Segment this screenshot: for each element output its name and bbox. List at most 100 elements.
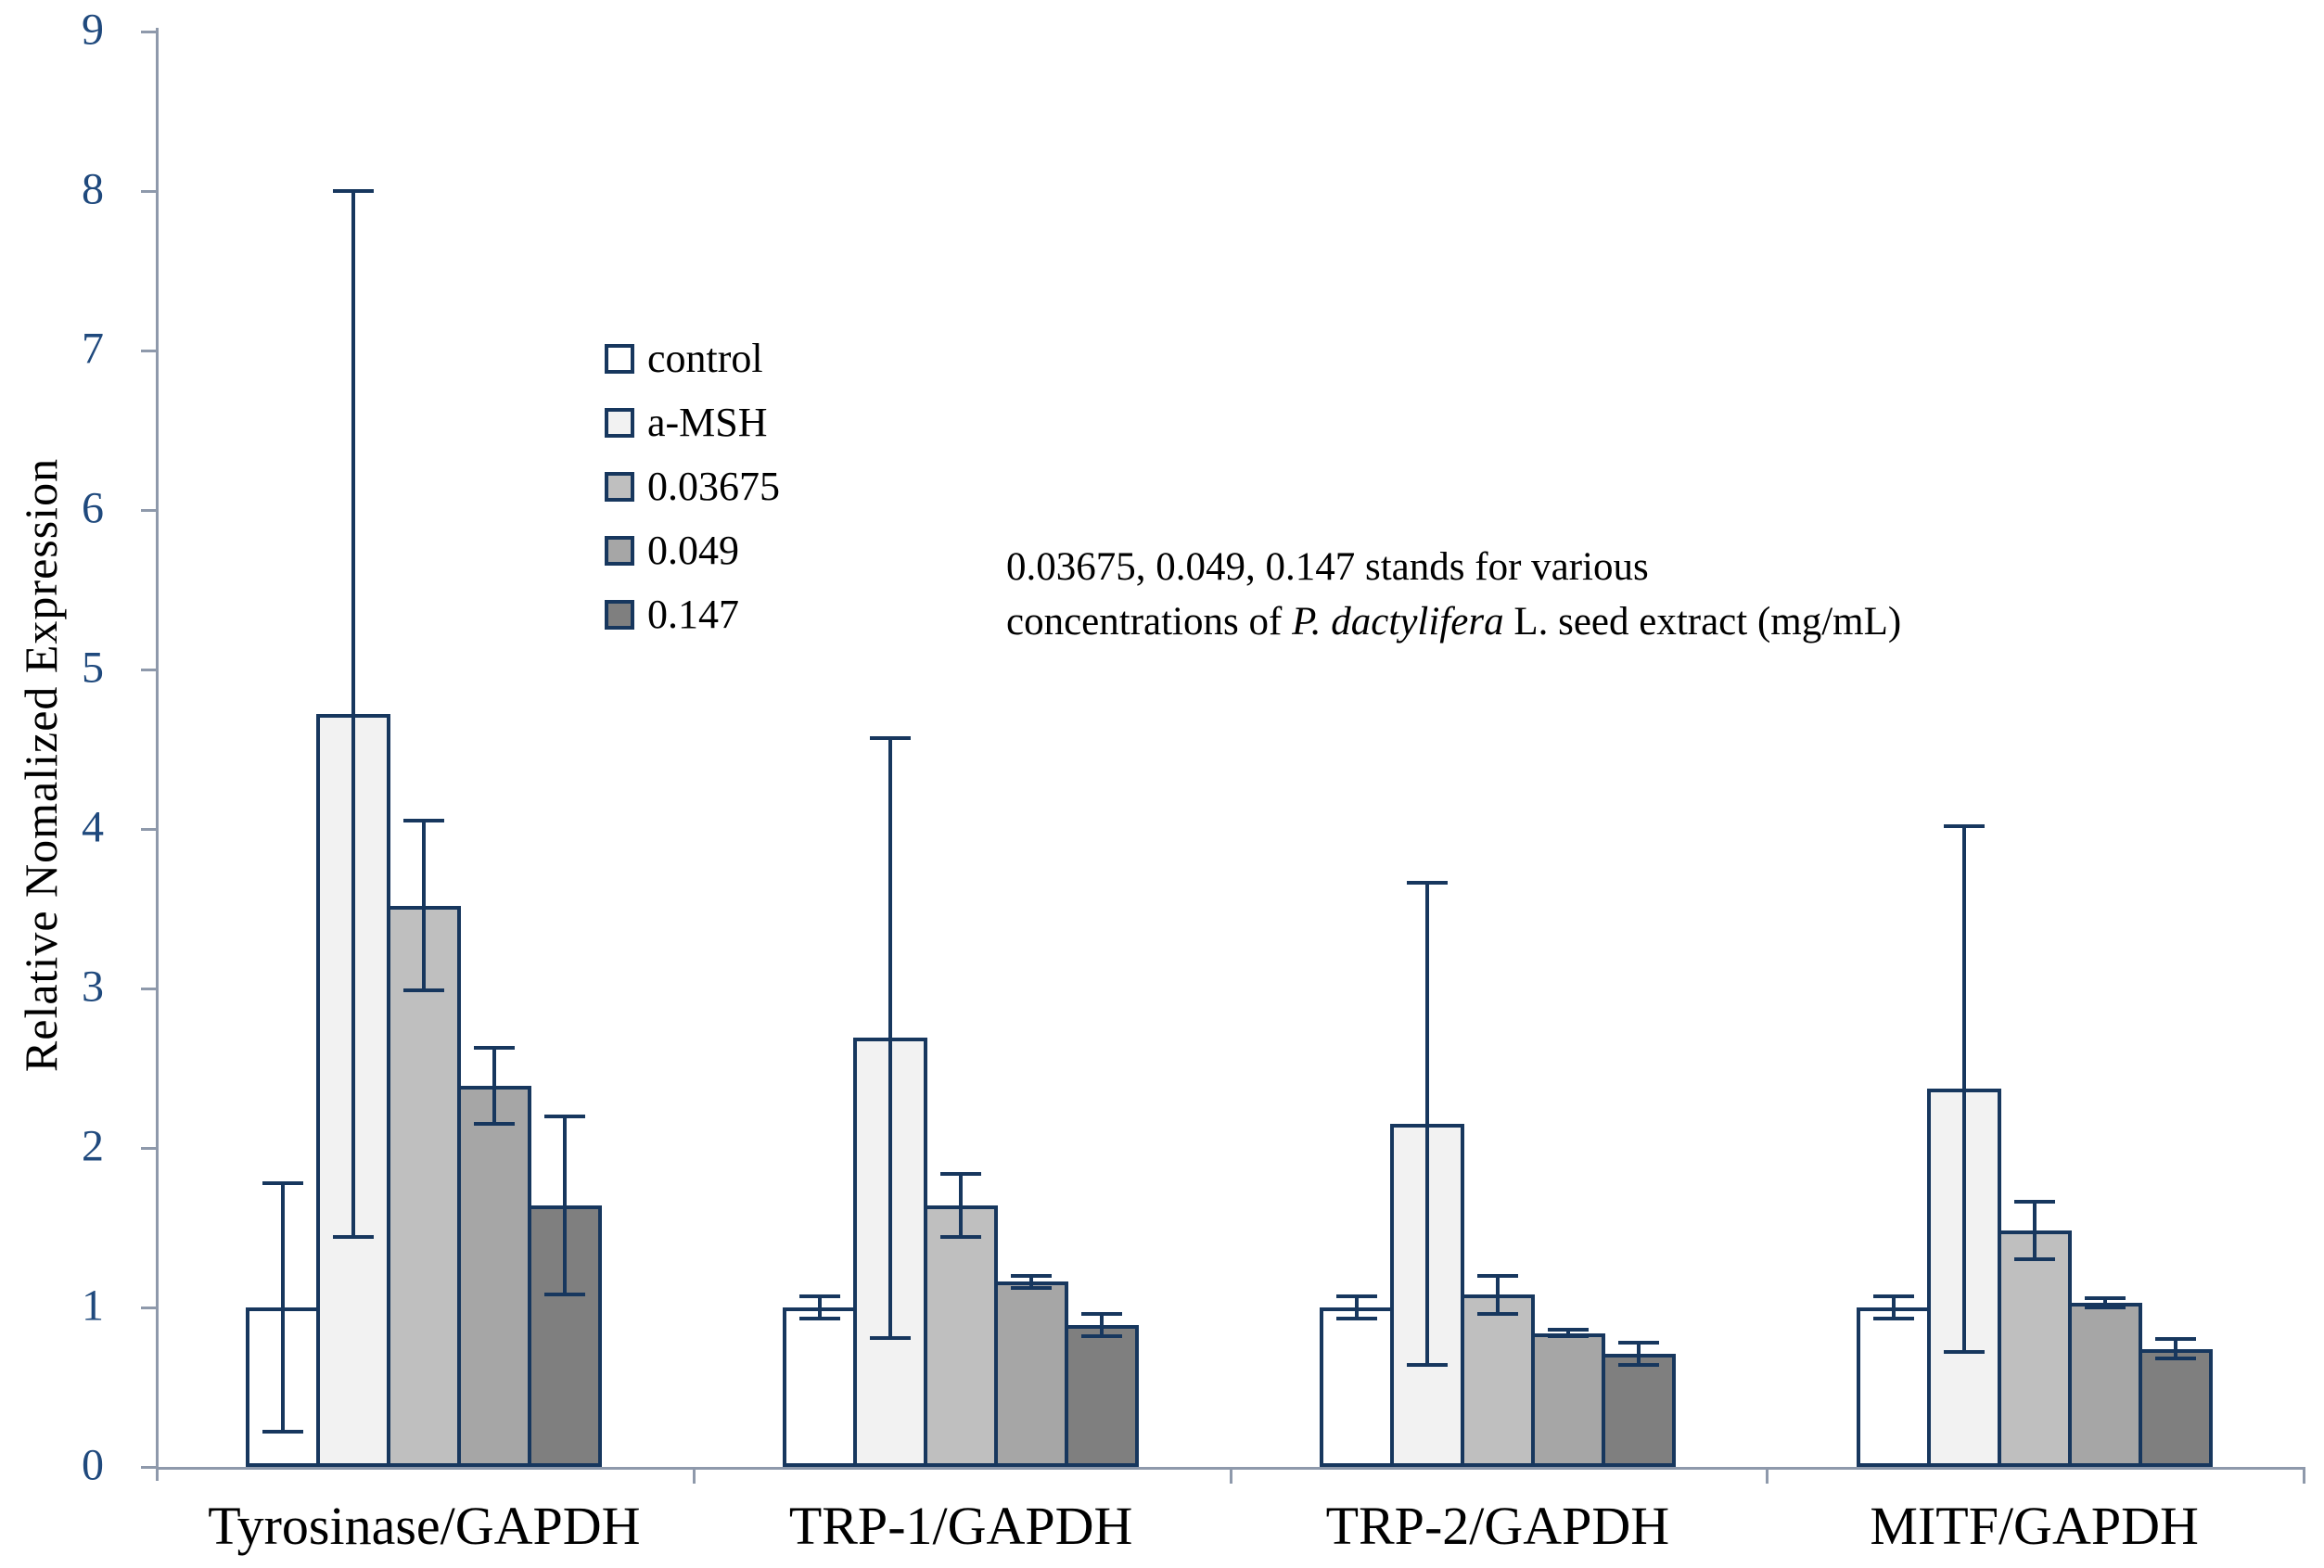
legend-label: a-MSH	[647, 400, 768, 445]
y-tick-label: 6	[82, 483, 104, 533]
y-tick-label: 4	[82, 802, 104, 852]
bar-0.049	[994, 1281, 1069, 1467]
y-axis-line	[156, 28, 159, 1481]
y-tick-label: 7	[82, 324, 104, 374]
error-bar-whisker	[1636, 1342, 1641, 1365]
legend: control a-MSH 0.03675 0.049 0.147	[605, 326, 780, 646]
bar-0.03675	[1997, 1230, 2072, 1467]
x-tick	[2303, 1467, 2305, 1484]
error-bar-cap	[1476, 1273, 1518, 1278]
error-bar-cap	[1406, 881, 1448, 886]
error-bar-whisker	[2032, 1202, 2037, 1260]
error-bar-whisker	[1029, 1275, 1034, 1289]
error-bar-whisker	[492, 1047, 497, 1125]
y-tick-label: 3	[82, 962, 104, 1012]
y-tick	[141, 350, 156, 352]
bar-control	[1319, 1307, 1394, 1467]
error-bar-whisker	[1961, 825, 1966, 1353]
error-bar-whisker	[422, 821, 427, 990]
legend-label: 0.049	[647, 528, 739, 573]
annotation-text: L. seed extract (mg/mL)	[1503, 600, 1902, 644]
error-bar-cap	[333, 189, 375, 193]
error-bar-cap	[799, 1294, 841, 1298]
error-bar-cap	[940, 1235, 982, 1240]
error-bar-cap	[1476, 1311, 1518, 1316]
y-tick	[141, 828, 156, 831]
error-bar-cap	[403, 988, 445, 992]
error-bar-cap	[1547, 1333, 1589, 1338]
error-bar-whisker	[1495, 1275, 1500, 1314]
error-bar-cap	[262, 1430, 304, 1434]
legend-item: 0.147	[605, 582, 780, 646]
bar-0.147	[1065, 1324, 1140, 1467]
error-bar-cap	[940, 1171, 982, 1176]
bar-control	[1856, 1307, 1931, 1467]
error-bar-whisker	[563, 1115, 568, 1295]
y-tick	[141, 31, 156, 33]
error-bar-whisker	[818, 1295, 823, 1319]
error-bar-cap	[1617, 1362, 1659, 1367]
error-bar-cap	[1011, 1286, 1053, 1291]
error-bar-whisker	[1100, 1313, 1105, 1336]
error-bar-cap	[870, 1335, 912, 1340]
y-tick	[141, 1307, 156, 1309]
x-tick	[692, 1467, 696, 1484]
error-bar-cap	[474, 1122, 516, 1127]
error-bar-whisker	[351, 191, 356, 1238]
legend-swatch-icon	[605, 535, 634, 566]
legend-label: control	[647, 336, 763, 381]
annotation-line-2: concentrations of P. dactylifera L. seed…	[1006, 594, 1901, 649]
error-bar-cap	[1406, 1362, 1448, 1367]
error-bar-cap	[1872, 1294, 1914, 1298]
y-tick-label: 2	[82, 1121, 104, 1171]
legend-item: 0.03675	[605, 454, 780, 518]
error-bar-whisker	[888, 737, 893, 1338]
error-bar-whisker	[2173, 1339, 2177, 1359]
legend-label: 0.147	[647, 592, 739, 637]
error-bar-cap	[1081, 1333, 1123, 1338]
error-bar-cap	[1081, 1311, 1123, 1316]
error-bar-cap	[544, 1114, 586, 1118]
y-tick	[141, 669, 156, 671]
error-bar-cap	[333, 1235, 375, 1240]
error-bar-whisker	[1891, 1295, 1896, 1319]
annotation: 0.03675, 0.049, 0.147 stands for various…	[1006, 540, 1901, 649]
bar-0.03675	[1460, 1294, 1535, 1467]
legend-item: 0.049	[605, 518, 780, 582]
error-bar-cap	[1943, 823, 1985, 828]
bar-0.049	[457, 1085, 532, 1467]
annotation-text: concentrations of	[1006, 600, 1293, 644]
legend-item: a-MSH	[605, 390, 780, 454]
bar-0.049	[2067, 1302, 2142, 1467]
bar-0.147	[528, 1205, 603, 1467]
species-name-italic: P. dactylifera	[1292, 600, 1504, 644]
y-tick	[141, 509, 156, 512]
y-tick	[141, 1466, 156, 1469]
error-bar-cap	[870, 735, 912, 740]
bar-0.147	[1601, 1353, 1676, 1467]
error-bar-cap	[1547, 1328, 1589, 1332]
error-bar-cap	[2084, 1295, 2126, 1300]
bar-0.147	[2138, 1348, 2213, 1467]
annotation-line-1: 0.03675, 0.049, 0.147 stands for various	[1006, 545, 1649, 589]
bar-0.03675	[924, 1205, 999, 1467]
error-bar-cap	[2013, 1257, 2055, 1262]
y-tick-label: 8	[82, 164, 104, 214]
legend-swatch-icon	[605, 599, 634, 630]
bar-0.03675	[387, 905, 462, 1467]
error-bar-whisker	[959, 1173, 964, 1238]
x-tick	[1229, 1467, 1232, 1484]
y-tick-label: 1	[82, 1281, 104, 1331]
x-tick	[1766, 1467, 1769, 1484]
legend-item: control	[605, 326, 780, 390]
error-bar-cap	[544, 1293, 586, 1297]
bar-control	[783, 1307, 858, 1467]
error-bar-whisker	[281, 1182, 286, 1433]
category-label: MITF/GAPDH	[1870, 1496, 2199, 1556]
legend-swatch-icon	[605, 343, 634, 374]
category-label: Tyrosinase/GAPDH	[208, 1496, 641, 1556]
legend-swatch-icon	[605, 407, 634, 438]
error-bar-cap	[2154, 1357, 2196, 1361]
